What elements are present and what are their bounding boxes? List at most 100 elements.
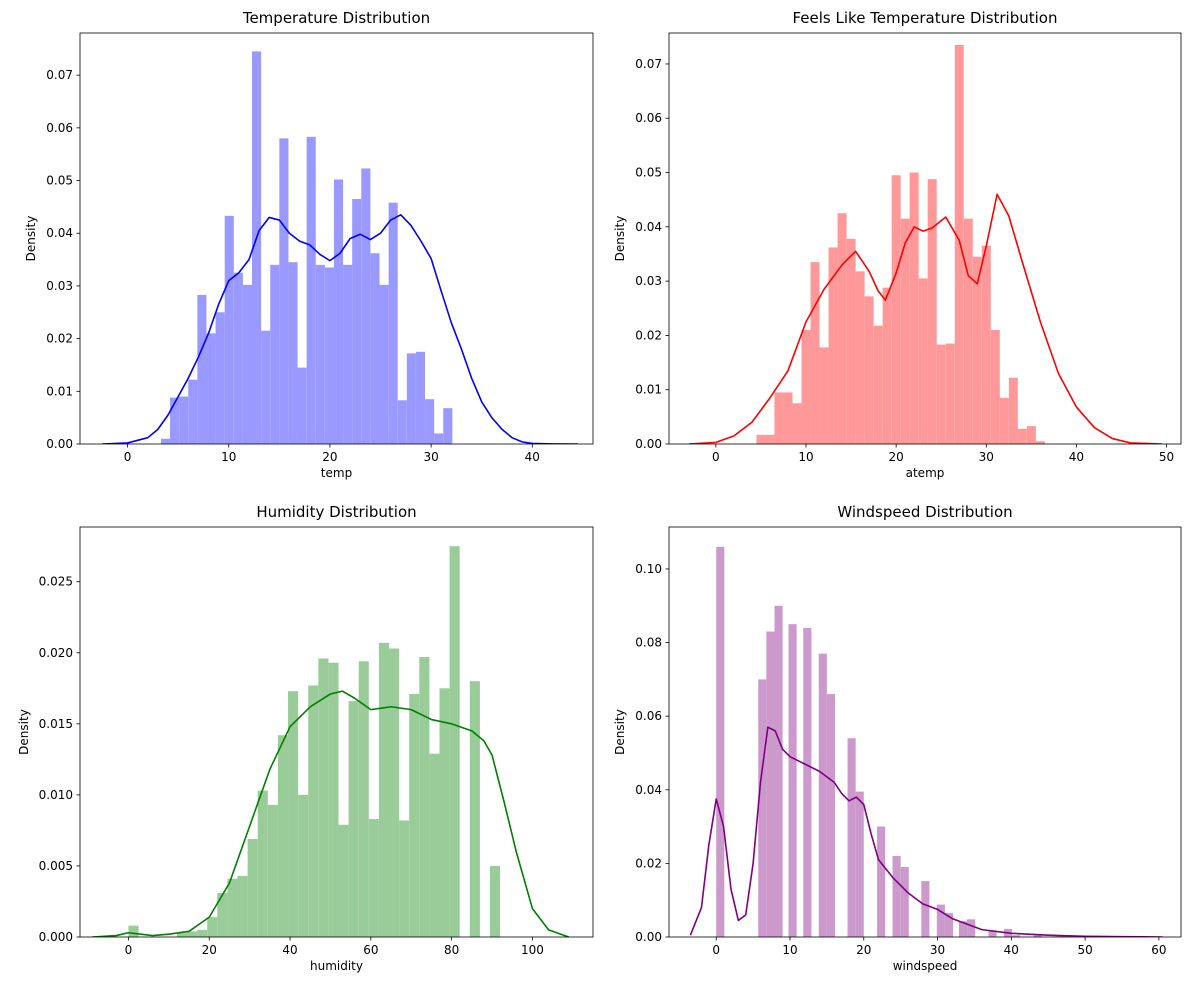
y-tick-label: 0.04 — [635, 220, 662, 234]
histogram-bar — [389, 648, 400, 937]
histogram-bar — [206, 333, 216, 444]
histogram-bar — [803, 627, 812, 937]
histogram-bar — [227, 878, 238, 937]
histogram-bar — [370, 253, 380, 444]
y-tick-label: 0.03 — [46, 279, 73, 293]
histogram-bar — [434, 433, 444, 444]
histogram-bar — [358, 661, 369, 937]
histogram-bar — [318, 658, 329, 937]
histogram-bar — [918, 278, 928, 444]
histogram-bar — [252, 51, 262, 444]
x-axis-label: temp — [321, 466, 352, 480]
histogram-bar — [348, 701, 359, 937]
axes-frame — [668, 526, 1182, 938]
y-tick-label: 0.005 — [39, 859, 73, 873]
histogram-bar — [288, 691, 299, 937]
x-tick-label: 30 — [979, 450, 994, 464]
x-tick-label: 40 — [525, 450, 540, 464]
kde-line — [102, 213, 578, 444]
histogram-bars — [128, 546, 501, 937]
histogram-bar — [846, 238, 856, 444]
histogram-bar — [988, 930, 997, 937]
histogram-bar — [469, 681, 480, 937]
histogram-bars — [756, 44, 1045, 444]
histogram-bar — [217, 892, 228, 937]
histogram-bar — [489, 865, 501, 937]
histogram-bar — [765, 434, 775, 444]
histogram-bar — [837, 213, 847, 444]
histogram-bar — [207, 917, 218, 937]
axes-frame — [79, 526, 594, 938]
histogram-bar — [783, 392, 793, 444]
histogram-bar — [270, 264, 280, 444]
histogram-bar — [877, 826, 886, 937]
histogram-bar — [368, 819, 379, 937]
y-tick-label: 0.04 — [46, 226, 73, 240]
histogram-bar — [891, 175, 901, 444]
histogram-bar — [967, 919, 976, 937]
x-tick-label: 50 — [1159, 450, 1174, 464]
y-tick-label: 0.03 — [635, 274, 662, 288]
histogram-bar — [864, 296, 874, 444]
kde-line — [92, 690, 570, 937]
histogram-bar — [1017, 428, 1027, 444]
histogram-bars — [716, 546, 1138, 937]
y-tick-label: 0.00 — [635, 930, 662, 944]
histogram-bar — [847, 738, 856, 937]
histogram-bar — [279, 138, 289, 444]
histogram-bar — [818, 653, 827, 937]
histogram-bar — [826, 694, 835, 937]
histogram-bar — [419, 657, 430, 937]
y-axis-label: Density — [613, 216, 627, 262]
y-tick-label: 0.010 — [39, 788, 73, 802]
y-axis-label: Density — [24, 216, 38, 262]
axes-frame — [79, 32, 594, 445]
histogram-bar — [756, 434, 766, 444]
histogram-bar — [945, 343, 955, 444]
histogram-bar — [936, 904, 945, 937]
histogram-bar — [954, 44, 964, 444]
x-tick-label: 60 — [363, 943, 378, 957]
histogram-bar — [958, 921, 968, 937]
x-tick-label: 20 — [322, 450, 337, 464]
histogram-bar — [197, 929, 208, 937]
y-tick-label: 0.01 — [635, 383, 662, 397]
histogram-bar — [288, 262, 298, 444]
histogram-bar — [277, 735, 289, 937]
histogram-bar — [449, 546, 460, 937]
feels-like-panel: 0 10 20 30 40 50 0.00 0.01 0.02 0.03 0.04 0.05 0.06 0… — [613, 9, 1182, 480]
histogram-bar — [415, 351, 426, 444]
chart-title: Temperature Distribution — [242, 9, 430, 27]
histogram-bar — [297, 367, 307, 444]
x-tick-label: 40 — [282, 943, 297, 957]
x-tick-label: 0 — [712, 943, 720, 957]
histogram-bar — [1026, 426, 1036, 444]
histogram-bar — [443, 408, 453, 444]
histogram-bar — [819, 347, 829, 444]
y-tick-label: 0.00 — [635, 437, 662, 451]
histogram-bar — [810, 262, 820, 444]
x-tick-label: 100 — [521, 943, 544, 957]
histogram-bar — [409, 693, 420, 937]
histogram-bar — [397, 400, 407, 444]
histogram-bar — [439, 688, 450, 937]
histogram-bar — [388, 202, 398, 444]
x-tick-label: 20 — [202, 943, 217, 957]
histogram-bar — [399, 820, 410, 937]
histogram-bars — [160, 51, 453, 444]
x-tick-label: 0 — [124, 450, 132, 464]
histogram-bar — [160, 438, 171, 444]
histogram-bar — [425, 399, 435, 444]
histogram-bar — [909, 172, 919, 444]
x-tick-label: 10 — [782, 943, 797, 957]
histogram-bar — [972, 256, 982, 444]
histogram-bar — [306, 136, 316, 444]
histogram-bar — [298, 794, 309, 937]
y-tick-label: 0.06 — [635, 111, 662, 125]
histogram-bar — [766, 631, 775, 937]
histogram-bar — [990, 329, 1000, 444]
y-tick-label: 0.02 — [635, 856, 662, 870]
kde-line — [689, 726, 1163, 937]
histogram-bar — [1033, 935, 1042, 937]
histogram-bar — [361, 168, 371, 444]
